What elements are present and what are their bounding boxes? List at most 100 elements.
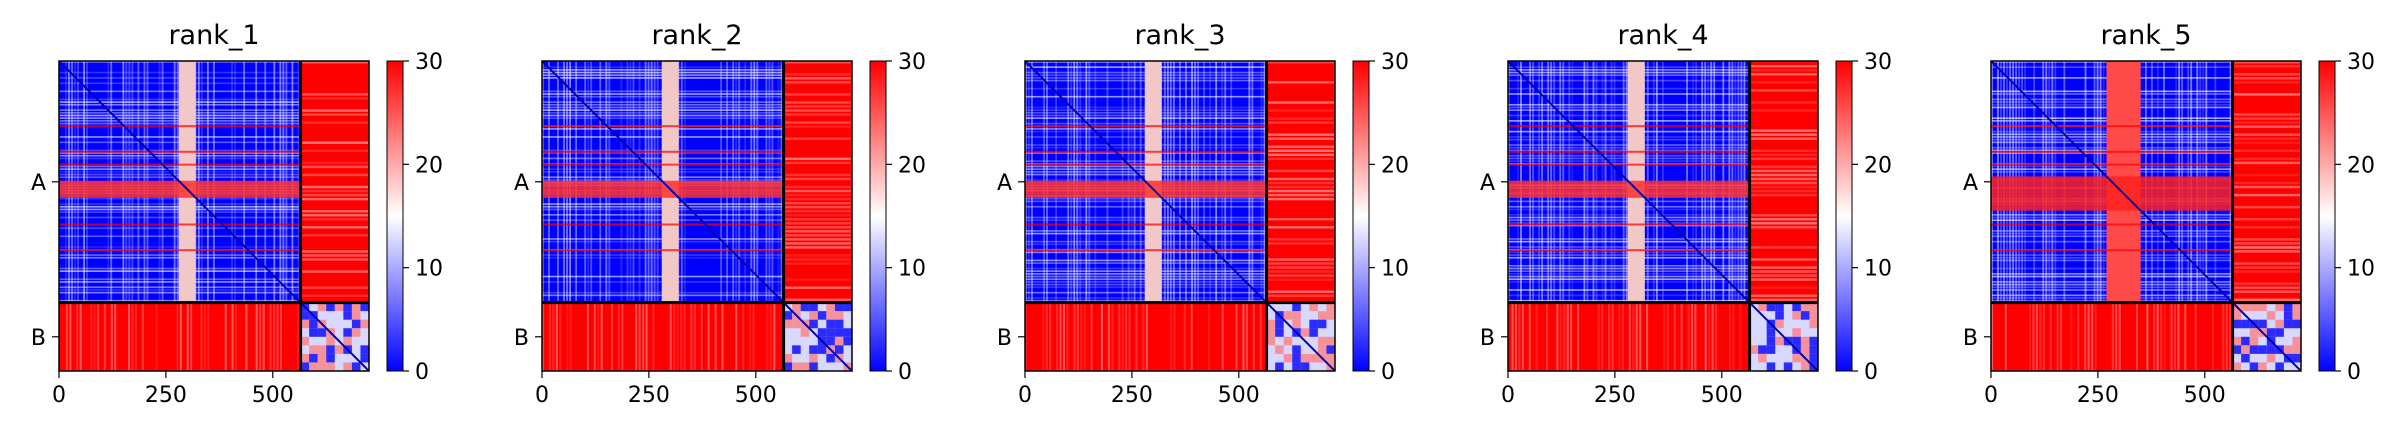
heatmap-texture-col xyxy=(1173,302,1176,371)
colorbar-tick-label: 0 xyxy=(415,360,429,385)
heatmap-texture-row xyxy=(300,189,369,193)
heatmap-texture-col xyxy=(742,302,745,371)
heatmap-texture-col xyxy=(1597,302,1600,371)
heatmap-texture-col xyxy=(2070,302,2073,371)
heatmap-texture-col xyxy=(134,302,137,371)
heatmap-texture-col xyxy=(1252,302,1255,371)
panel-title: rank_3 xyxy=(1134,20,1225,51)
heatmap-block-bb-cell xyxy=(843,302,852,312)
heatmap-texture-row xyxy=(783,205,852,209)
heatmap-texture-col xyxy=(569,302,572,371)
heatmap-block-bb-cell xyxy=(1809,319,1818,329)
heatmap-line-row xyxy=(1991,150,2233,153)
heatmap-texture-row xyxy=(1749,89,1818,92)
heatmap-texture-row xyxy=(1266,278,1335,281)
heatmap-texture-col xyxy=(259,302,262,371)
panel-title: rank_1 xyxy=(168,20,259,51)
heatmap-texture-col xyxy=(2060,302,2063,371)
heatmap-block-bb-cell xyxy=(1326,353,1335,363)
heatmap-texture-row xyxy=(2232,250,2301,253)
colorbar-tick-label: 30 xyxy=(1864,50,1892,75)
heatmap-block-bb-cell xyxy=(2292,302,2301,312)
heatmap-texture-row xyxy=(783,125,852,128)
heatmap-line-row xyxy=(1025,223,1267,226)
heatmap-texture-col xyxy=(269,302,272,371)
heatmap-block-bb-cell xyxy=(2249,362,2259,371)
heatmap-texture-col xyxy=(90,302,93,371)
heatmap-cells xyxy=(1508,61,1818,371)
heatmap-block-bb-cell xyxy=(2266,311,2276,320)
heatmap-texture-col xyxy=(262,302,265,371)
heatmap-texture-col xyxy=(1632,302,1635,371)
heatmap-texture-col xyxy=(566,302,569,371)
x-tick-label: 250 xyxy=(2077,383,2119,408)
heatmap-block-ab xyxy=(783,61,852,303)
heatmap-texture-row xyxy=(1266,109,1335,112)
heatmap-stripe-horizontal xyxy=(1508,180,1750,198)
heatmap-texture-col xyxy=(1991,302,1994,371)
heatmap-line-row xyxy=(1508,249,1750,252)
heatmap-texture-col xyxy=(1708,302,1711,371)
colorbar-bar xyxy=(386,60,404,372)
heatmap-block-bb-cell xyxy=(1283,311,1293,320)
heatmap-texture-col xyxy=(1073,302,1076,371)
heatmap-block-bb-cell xyxy=(1766,328,1776,337)
heatmap-texture-row xyxy=(783,262,852,265)
heatmap-texture-col xyxy=(272,302,276,371)
heatmap xyxy=(1990,60,2302,372)
heatmap-texture-col xyxy=(1169,302,1173,371)
heatmap-texture-col xyxy=(652,302,655,371)
heatmap-block-bb-cell xyxy=(2292,353,2301,363)
colorbar: 0 10 20 30 xyxy=(869,50,926,385)
heatmap-texture-row xyxy=(1266,137,1335,140)
heatmap-texture-row xyxy=(300,149,369,152)
heatmap-texture-col xyxy=(2049,302,2052,371)
heatmap-texture-col xyxy=(1739,302,1742,371)
heatmap-texture-col xyxy=(2146,302,2149,371)
heatmap-texture-col xyxy=(1235,302,1238,371)
heatmap-texture-row xyxy=(783,157,852,161)
colorbar-bar xyxy=(2318,60,2336,372)
heatmap-texture-col xyxy=(2177,302,2180,371)
heatmap-texture-col xyxy=(1080,302,1083,371)
heatmap-texture-row xyxy=(783,93,852,96)
heatmap xyxy=(1507,60,1819,372)
heatmap-texture-col xyxy=(673,302,676,371)
heatmap-line-row xyxy=(59,223,301,226)
heatmap-block-bb-cell xyxy=(783,311,793,320)
heatmap-block-bb-cell xyxy=(1766,345,1776,354)
heatmap-texture-row xyxy=(1266,242,1335,245)
heatmap-texture-col xyxy=(555,302,558,371)
heatmap-texture-row xyxy=(300,141,369,144)
heatmap-texture-col xyxy=(2163,302,2166,371)
heatmap-block-bb-cell xyxy=(843,328,852,337)
heatmap-texture-row xyxy=(300,209,369,213)
heatmap-line-row xyxy=(1025,163,1267,166)
heatmap-texture-col xyxy=(1242,302,1245,371)
heatmap-texture-row xyxy=(1266,117,1335,120)
heatmap-texture-col xyxy=(773,302,776,371)
heatmap-block-bb-cell xyxy=(1292,311,1301,320)
heatmap-block-bb-cell xyxy=(1809,353,1818,363)
heatmap-texture-col xyxy=(93,302,96,371)
heatmap-texture-row xyxy=(2232,133,2301,136)
heatmap-texture-col xyxy=(2211,302,2214,371)
y-tick-label: B xyxy=(514,326,529,351)
heatmap-texture-row xyxy=(1749,165,1818,169)
heatmap-texture-row xyxy=(783,218,852,221)
heatmap-block-bb-cell xyxy=(2266,328,2276,337)
heatmap-texture-col xyxy=(1673,302,1676,371)
heatmap-block-bb-cell xyxy=(351,319,361,329)
heatmap-block-bb-cell xyxy=(2249,328,2259,337)
heatmap-texture-col xyxy=(110,302,113,371)
heatmap-texture-col xyxy=(2225,302,2228,371)
heatmap-texture-row xyxy=(300,113,369,116)
heatmap-texture-col xyxy=(700,302,703,371)
heatmap-texture-row xyxy=(783,61,852,64)
heatmap-texture-col xyxy=(1125,302,1128,371)
heatmap-texture-col xyxy=(2153,302,2156,371)
heatmap-stripe-horizontal xyxy=(542,180,784,198)
heatmap-block-bb-cell xyxy=(826,311,835,320)
